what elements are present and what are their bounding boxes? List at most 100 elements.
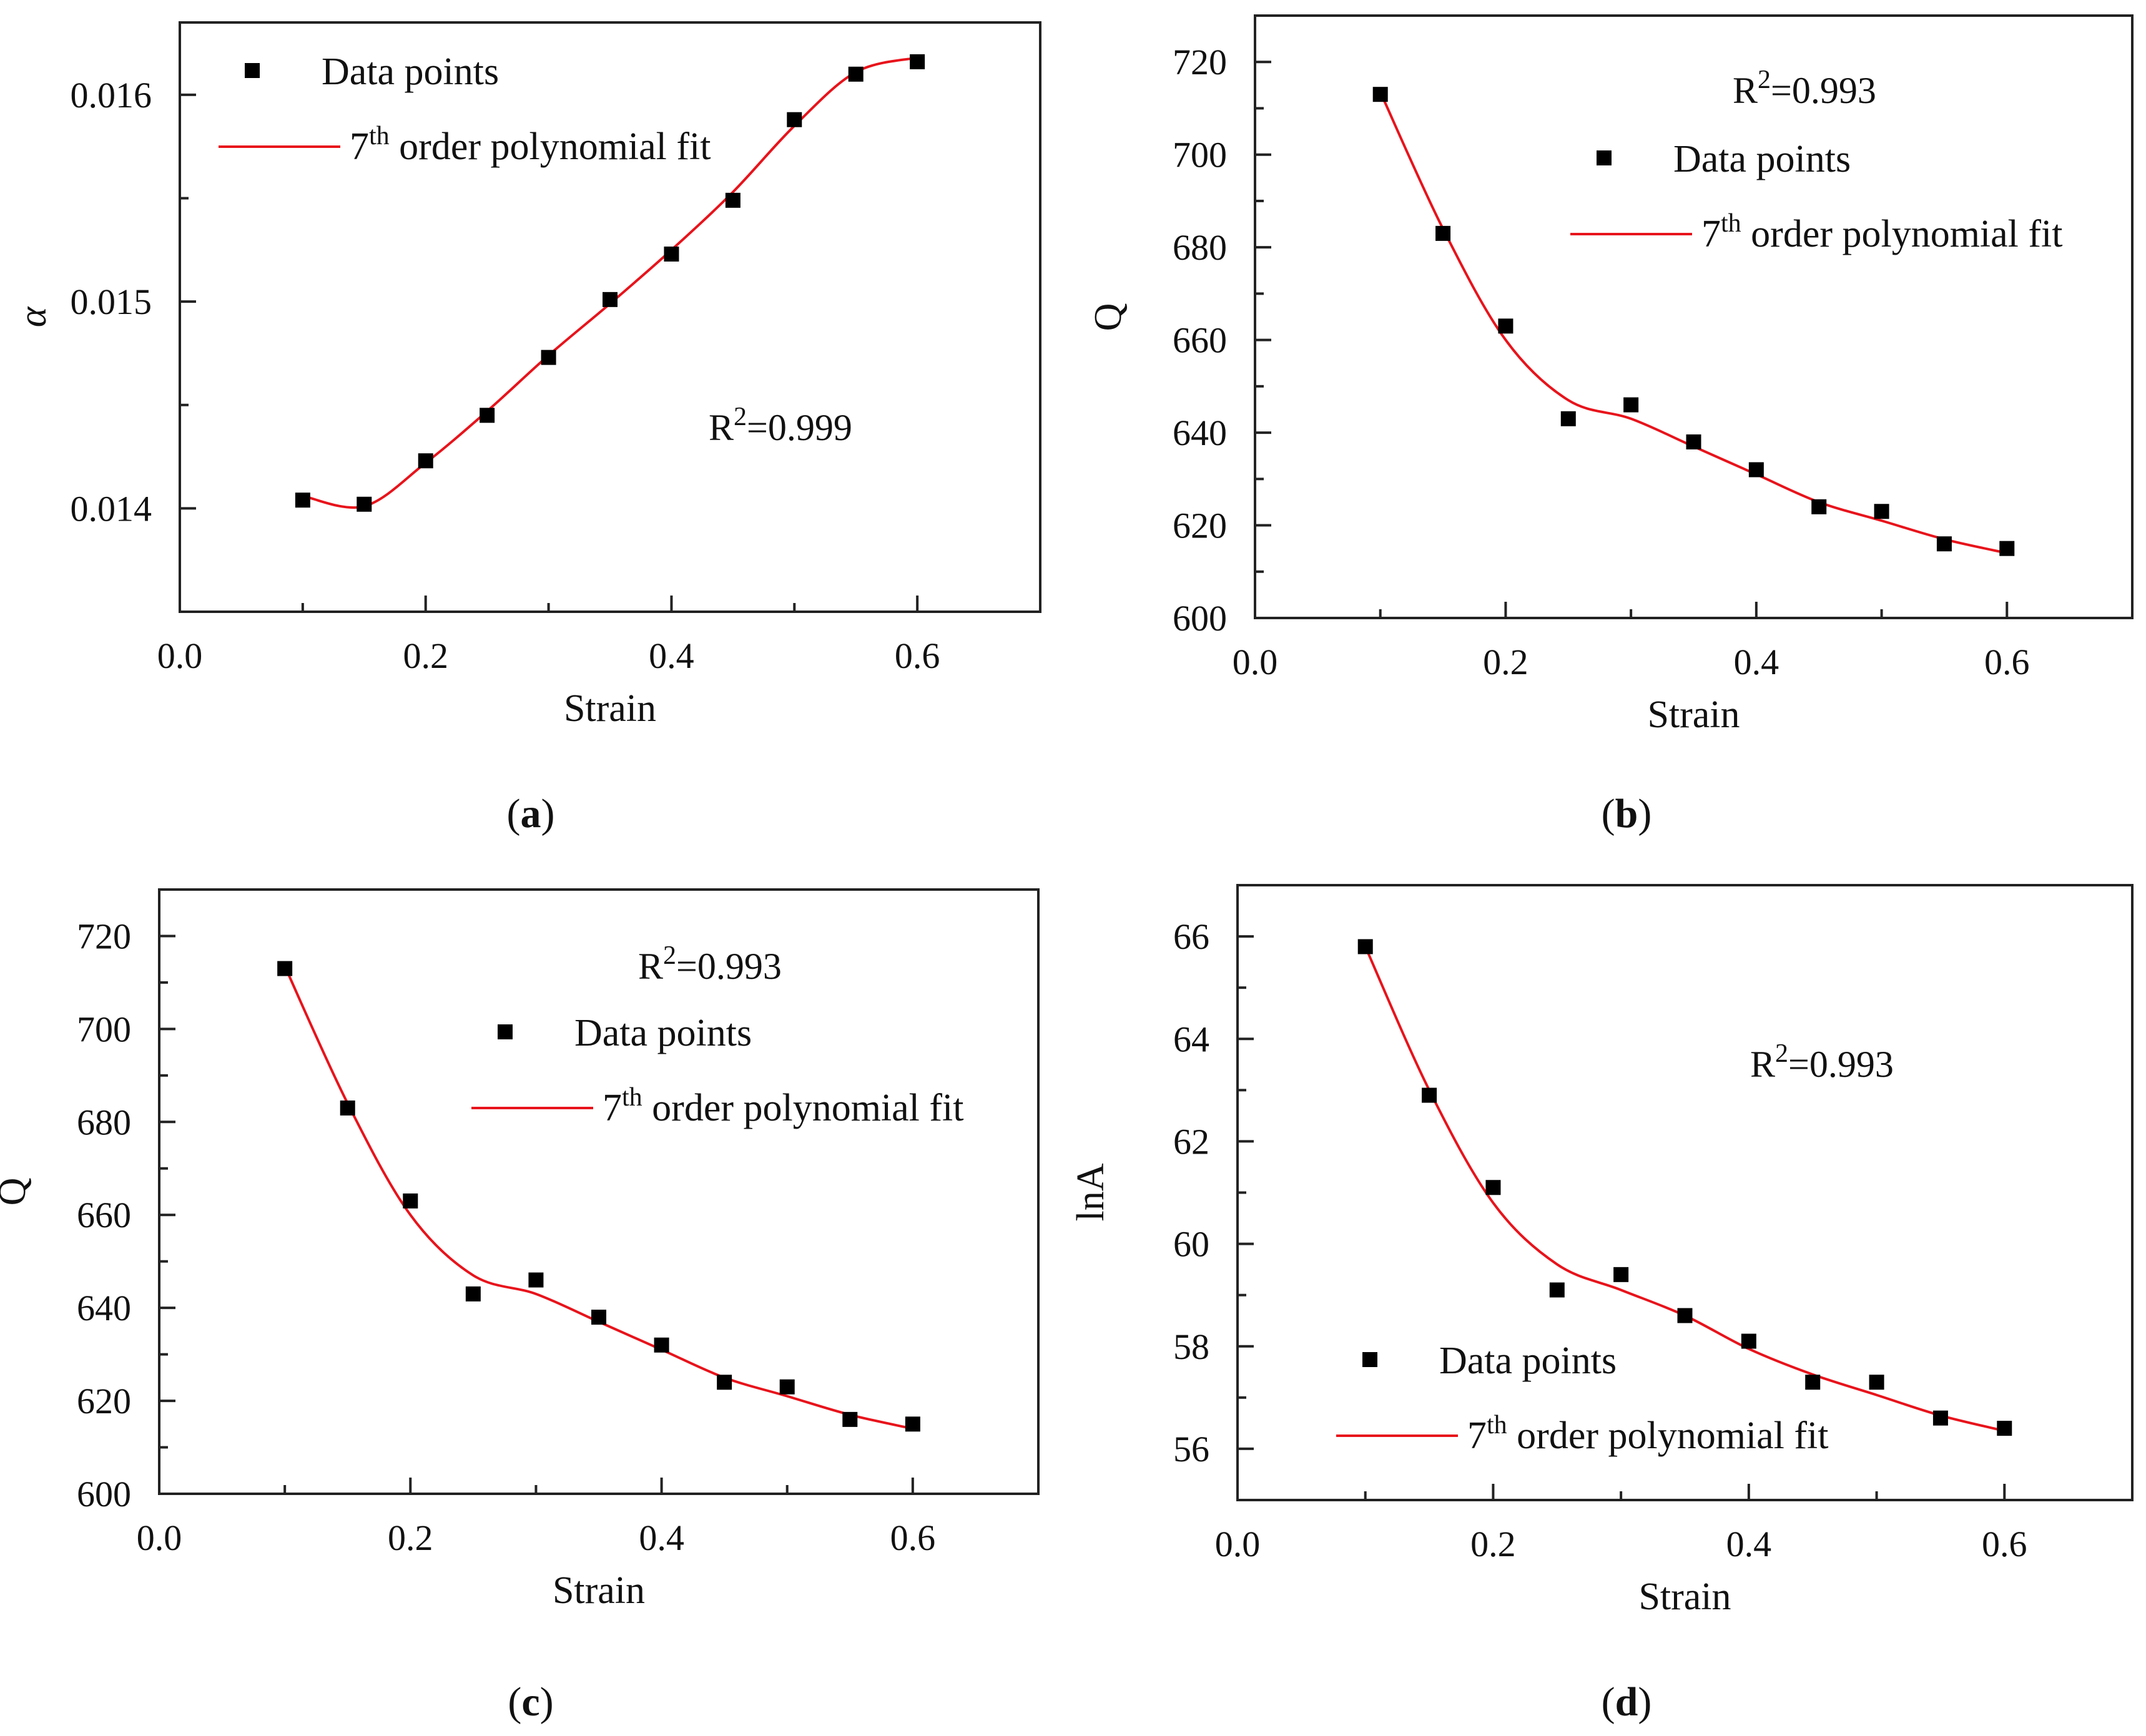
r2-annotation: R2=0.993	[1733, 66, 1876, 111]
data-point	[717, 1375, 732, 1390]
data-point	[910, 54, 925, 69]
panel-d: 0.0 0.2 0.4 0.6 56 58 60 62 64 66 Strain lnA Data po…	[1070, 884, 2134, 1725]
data-point	[1372, 87, 1388, 102]
data-point	[842, 1411, 858, 1427]
r2-annotation: R2=0.999	[709, 403, 852, 448]
legend-label-points: Data points	[1673, 138, 1851, 180]
plot-frame	[1236, 884, 2134, 1501]
x-tick-label: 0.4	[639, 1518, 684, 1558]
data-point	[779, 1379, 795, 1395]
data-point	[1435, 225, 1451, 241]
data-point	[357, 496, 372, 512]
y-tick-label: 600	[1173, 598, 1227, 639]
fit-curve	[1379, 91, 2007, 555]
x-tick-label: 0.6	[1984, 642, 2030, 682]
y-tick-label: 620	[77, 1381, 131, 1421]
plot-frame	[158, 888, 1040, 1495]
y-tick-label: 660	[77, 1195, 131, 1235]
x-axis-label: Strain	[1647, 694, 1740, 736]
x-tick-label: 0.0	[1215, 1524, 1261, 1564]
data-point	[591, 1310, 606, 1325]
legend-label-points: Data points	[1439, 1340, 1617, 1382]
legend-marker-points	[1597, 150, 1612, 165]
x-tick-label: 0.4	[1726, 1524, 1772, 1564]
x-tick-label: 0.6	[1982, 1524, 2027, 1564]
x-axis-label: Strain	[1638, 1576, 1731, 1618]
panel-caption: (b)	[1602, 791, 1652, 836]
x-axis-label: Strain	[564, 687, 656, 730]
data-point	[480, 408, 495, 423]
data-point	[418, 453, 433, 469]
legend-label-points: Data points	[574, 1012, 752, 1054]
data-point	[1936, 536, 1952, 552]
data-point	[1549, 1282, 1565, 1298]
data-point	[1997, 1421, 2012, 1436]
x-tick-label: 0.0	[157, 635, 203, 676]
data-point	[664, 246, 679, 262]
r2-annotation: R2=0.993	[638, 941, 782, 987]
y-axis-label: Q	[1087, 303, 1130, 331]
legend-marker-points	[498, 1024, 513, 1039]
data-point	[403, 1193, 418, 1209]
panel-a: 0.0 0.2 0.4 0.6 0.014 0.015 0.016 Strain α Data p…	[12, 21, 1041, 836]
data-point	[528, 1272, 544, 1288]
x-tick-label: 0.0	[1233, 642, 1278, 682]
data-point	[905, 1416, 920, 1432]
fit-curve	[283, 966, 913, 1430]
panel-caption: (c)	[508, 1679, 553, 1725]
x-tick-label: 0.2	[1483, 642, 1528, 682]
data-point	[1748, 462, 1764, 478]
y-tick-label: 640	[1173, 413, 1227, 453]
y-tick-label: 700	[77, 1009, 131, 1049]
y-tick-label: 620	[1173, 506, 1227, 546]
x-tick-label: 0.6	[895, 635, 940, 676]
data-point	[1357, 939, 1373, 954]
data-point	[1811, 499, 1827, 514]
x-tick-label: 0.2	[403, 635, 448, 676]
panel-caption: (d)	[1602, 1679, 1652, 1725]
data-point	[654, 1337, 669, 1353]
y-axis-label: Q	[0, 1178, 34, 1206]
x-axis-label: Strain	[553, 1569, 645, 1612]
y-tick-label: 660	[1173, 320, 1227, 361]
legend-label-fit: 7th order polynomial fit	[1701, 209, 2063, 255]
x-tick-label: 0.2	[388, 1518, 433, 1558]
y-tick-label: 720	[1173, 42, 1227, 82]
data-point	[295, 493, 310, 508]
y-tick-label: 0.014	[71, 488, 152, 529]
data-point	[1874, 504, 1889, 519]
data-point	[1805, 1375, 1821, 1390]
data-point	[603, 292, 618, 307]
legend: Data points 7th order polynomial fit	[1336, 1340, 1829, 1457]
legend-marker-points	[245, 63, 260, 78]
y-tick-label: 56	[1173, 1429, 1209, 1469]
y-axis-label: lnA	[1070, 1163, 1112, 1221]
data-point	[1869, 1375, 1884, 1390]
data-point	[1686, 434, 1701, 449]
y-tick-label: 720	[77, 916, 131, 956]
data-point	[541, 350, 556, 365]
y-tick-label: 640	[77, 1288, 131, 1328]
x-tick-label: 0.4	[1734, 642, 1779, 682]
data-point	[1677, 1308, 1693, 1323]
data-point	[1623, 397, 1639, 413]
data-point	[725, 192, 741, 208]
y-tick-label: 58	[1173, 1327, 1209, 1367]
y-tick-label: 700	[1173, 135, 1227, 175]
data-point	[1613, 1267, 1629, 1282]
y-tick-label: 0.015	[71, 282, 152, 322]
panel-caption: (a)	[507, 791, 555, 836]
y-tick-label: 66	[1173, 916, 1209, 957]
legend-label-fit: 7th order polynomial fit	[603, 1083, 964, 1129]
y-axis-label: α	[12, 306, 54, 327]
legend: Data points 7th order polynomial fit	[1570, 138, 2063, 255]
legend-label-fit: 7th order polynomial fit	[350, 122, 711, 168]
y-tick-label: 0.016	[71, 75, 152, 115]
data-point	[1999, 541, 2015, 556]
y-tick-label: 64	[1173, 1019, 1209, 1059]
data-point	[787, 112, 802, 127]
data-point	[277, 961, 293, 976]
legend: Data points 7th order polynomial fit	[471, 1012, 964, 1129]
data-point	[1560, 411, 1576, 426]
data-point	[1932, 1410, 1948, 1426]
